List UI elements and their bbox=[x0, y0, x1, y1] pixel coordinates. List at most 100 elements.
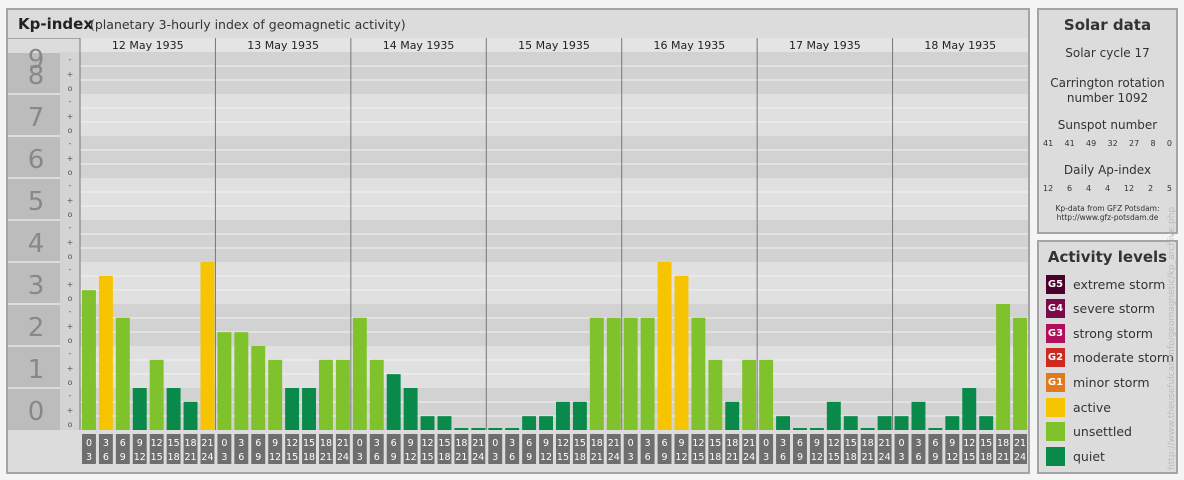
interval-cell bbox=[217, 434, 232, 464]
kp-bar bbox=[860, 428, 875, 430]
sunspot-value: 41 bbox=[1043, 139, 1054, 148]
interval-end: 18 bbox=[709, 452, 721, 463]
credit-text: http://www.theusefulcan.info/geomagnetic… bbox=[1167, 206, 1177, 470]
y-subtick-label: - bbox=[69, 55, 72, 64]
interval-end: 18 bbox=[980, 452, 992, 463]
interval-start: 0 bbox=[492, 438, 498, 449]
kp-bar bbox=[386, 374, 401, 430]
interval-end: 9 bbox=[932, 452, 938, 463]
interval-end: 9 bbox=[797, 452, 803, 463]
chart-title: Kp-index bbox=[18, 15, 93, 33]
kp-bar bbox=[708, 359, 723, 430]
interval-cell bbox=[962, 434, 977, 464]
kp-bar bbox=[928, 428, 943, 430]
y-subtick-label: o bbox=[68, 336, 73, 345]
interval-end: 24 bbox=[337, 452, 349, 463]
interval-start: 0 bbox=[357, 438, 363, 449]
interval-start: 6 bbox=[932, 438, 938, 449]
legend-item: G2 moderate storm bbox=[1046, 348, 1174, 368]
kp-bar bbox=[403, 388, 418, 430]
kp-bar bbox=[877, 416, 892, 430]
kp-chart-panel: Kp-index (planetary 3-hourly index of ge… bbox=[6, 8, 1030, 474]
interval-cell bbox=[82, 434, 96, 464]
interval-start: 3 bbox=[238, 438, 244, 449]
interval-end: 21 bbox=[726, 452, 738, 463]
solar-cycle: Solar cycle 17 bbox=[1065, 46, 1150, 60]
interval-start: 15 bbox=[303, 438, 315, 449]
y-subtick-label: + bbox=[67, 280, 74, 289]
interval-start: 9 bbox=[137, 438, 143, 449]
interval-cell bbox=[234, 434, 249, 464]
interval-start: 3 bbox=[509, 438, 515, 449]
interval-cell bbox=[894, 434, 909, 464]
interval-start: 3 bbox=[645, 438, 651, 449]
interval-start: 12 bbox=[557, 438, 569, 449]
interval-start: 21 bbox=[608, 438, 620, 449]
interval-end: 21 bbox=[320, 452, 332, 463]
interval-end: 3 bbox=[628, 452, 634, 463]
kp-bar bbox=[759, 359, 774, 430]
kp-bar bbox=[793, 428, 807, 430]
y-subtick-label: o bbox=[68, 84, 73, 93]
day-label: 13 May 1935 bbox=[247, 39, 319, 52]
interval-start: 18 bbox=[455, 438, 467, 449]
legend-item: unsettled bbox=[1046, 422, 1132, 442]
source-line2[interactable]: http://www.gfz-potsdam.de bbox=[1056, 213, 1159, 222]
kp-bar bbox=[251, 346, 266, 430]
kp-bar bbox=[539, 416, 553, 430]
carrington-rotation-line2: number 1092 bbox=[1066, 91, 1149, 105]
interval-end: 24 bbox=[743, 452, 755, 463]
interval-cell bbox=[539, 434, 553, 464]
legend-swatch: G3 bbox=[1046, 323, 1065, 343]
interval-end: 24 bbox=[1014, 452, 1026, 463]
interval-cell bbox=[725, 434, 740, 464]
kp-bar bbox=[302, 388, 316, 430]
interval-end: 21 bbox=[591, 452, 603, 463]
interval-start: 6 bbox=[526, 438, 532, 449]
y-tick-label: 8 bbox=[28, 61, 45, 91]
interval-end: 12 bbox=[811, 452, 823, 463]
kp-bar bbox=[234, 332, 249, 430]
interval-start: 9 bbox=[543, 438, 549, 449]
interval-start: 6 bbox=[120, 438, 126, 449]
kp-bar bbox=[996, 304, 1011, 430]
day-label: 15 May 1935 bbox=[518, 39, 590, 52]
interval-cell bbox=[200, 434, 215, 464]
y-subtick-label: - bbox=[69, 265, 72, 274]
interval-start: 12 bbox=[828, 438, 840, 449]
interval-cell bbox=[793, 434, 807, 464]
interval-cell bbox=[589, 434, 604, 464]
interval-cell bbox=[251, 434, 266, 464]
interval-cell bbox=[759, 434, 774, 464]
kp-bar bbox=[149, 359, 164, 430]
interval-end: 24 bbox=[472, 452, 484, 463]
interval-start: 18 bbox=[997, 438, 1009, 449]
interval-end: 3 bbox=[899, 452, 905, 463]
sunspot-value: 32 bbox=[1107, 139, 1118, 148]
interval-start: 0 bbox=[221, 438, 227, 449]
y-tick-label: 2 bbox=[28, 313, 45, 343]
ap-values: 12 6 4 4 12 2 5 bbox=[1043, 184, 1172, 193]
day-label: 14 May 1935 bbox=[383, 39, 455, 52]
interval-start: 6 bbox=[255, 438, 261, 449]
interval-end: 21 bbox=[997, 452, 1009, 463]
legend-item: quiet bbox=[1046, 446, 1105, 466]
interval-start: 21 bbox=[472, 438, 484, 449]
interval-cell bbox=[420, 434, 435, 464]
interval-end: 9 bbox=[526, 452, 532, 463]
kp-bar bbox=[166, 388, 181, 430]
ap-value: 2 bbox=[1147, 184, 1154, 193]
interval-cell bbox=[183, 434, 198, 464]
interval-end: 15 bbox=[557, 452, 569, 463]
interval-cell bbox=[522, 434, 537, 464]
legend-swatch bbox=[1046, 397, 1065, 417]
interval-start: 9 bbox=[272, 438, 278, 449]
interval-start: 0 bbox=[628, 438, 634, 449]
interval-end: 24 bbox=[201, 452, 213, 463]
y-subtick-label: + bbox=[67, 238, 74, 247]
interval-end: 15 bbox=[692, 452, 704, 463]
source-line1: Kp-data from GFZ Potsdam: bbox=[1055, 204, 1160, 213]
interval-end: 9 bbox=[120, 452, 126, 463]
interval-start: 9 bbox=[949, 438, 955, 449]
y-subtick-label: o bbox=[68, 294, 73, 303]
